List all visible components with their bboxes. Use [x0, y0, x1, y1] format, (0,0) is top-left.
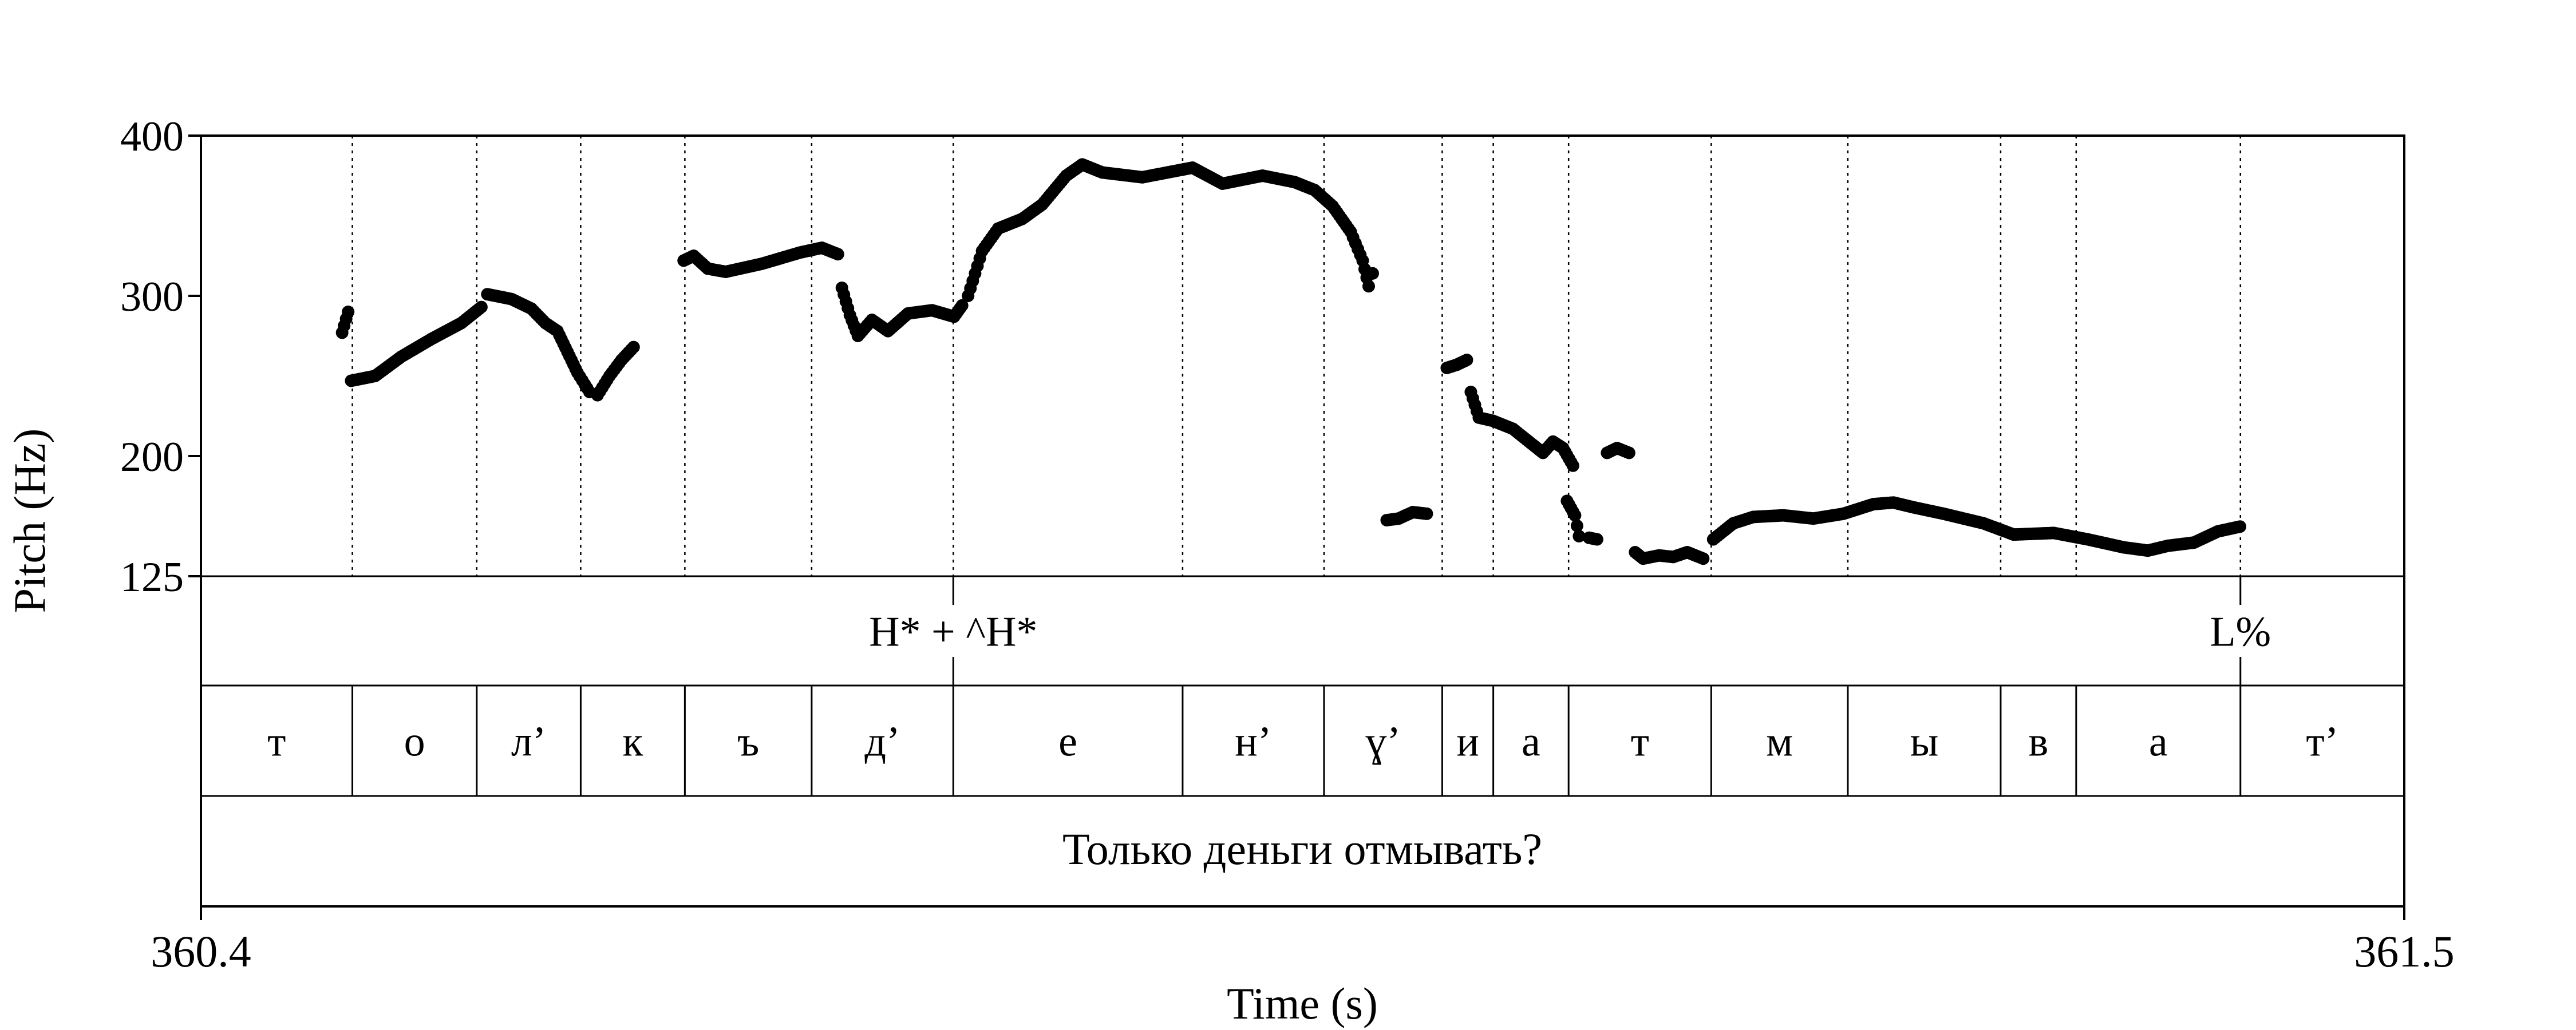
- plot-frame: [200, 134, 2405, 908]
- phone-label: т: [267, 719, 286, 766]
- phone-labels: т о л’ к ъ д’ е н’ ɣ’ и а т м ы в а т’: [267, 719, 2338, 766]
- y-axis-label: Pitch (Hz): [5, 429, 54, 613]
- boundary-lines: [351, 136, 2242, 796]
- y-tick-label: 300: [120, 274, 184, 320]
- pitch-point: [1622, 446, 1635, 459]
- y-tick-label: 400: [120, 113, 184, 160]
- y-tick-label: 125: [120, 554, 184, 601]
- x-tick-label: 360.4: [151, 926, 251, 976]
- sentence-label: Только деньги отмывать?: [1062, 824, 1542, 874]
- pitch-point: [1460, 354, 1473, 366]
- pitch-point: [2234, 520, 2247, 533]
- x-tick-label: 361.5: [2354, 926, 2455, 976]
- tone-label: H* + ^H*: [869, 609, 1037, 656]
- y-axis: 125 200 300 400: [120, 113, 201, 601]
- phone-label: ɣ’: [1365, 719, 1401, 766]
- phone-label: е: [1058, 719, 1077, 766]
- pitch-point: [1570, 519, 1583, 532]
- y-tick-label: 200: [120, 434, 184, 481]
- pitch-point: [1590, 533, 1603, 546]
- phone-label: ы: [1910, 719, 1939, 766]
- pitch-point: [1566, 459, 1579, 472]
- pitch-point: [1573, 530, 1586, 542]
- phone-label: о: [404, 719, 425, 766]
- phone-label: ъ: [737, 719, 759, 766]
- phone-label: и: [1456, 719, 1479, 766]
- pitch-point: [1568, 509, 1582, 522]
- pitch-point: [831, 248, 844, 261]
- pitch-points: [335, 158, 2247, 565]
- pitch-point: [1420, 507, 1433, 520]
- pitch-point: [342, 306, 355, 318]
- pitch-point: [955, 299, 969, 312]
- tone-labels: H* + ^H* L%: [869, 576, 2271, 686]
- x-axis: 360.4 361.5: [151, 906, 2455, 976]
- x-axis-label: Time (s): [1227, 978, 1378, 1028]
- pitch-point: [1366, 267, 1379, 280]
- phone-label: т’: [2306, 719, 2338, 766]
- phone-label: м: [1766, 719, 1793, 766]
- pitch-point: [1362, 280, 1375, 293]
- phone-label: л’: [511, 719, 547, 766]
- phone-label: т: [1631, 719, 1649, 766]
- phone-label: д’: [864, 719, 900, 766]
- phone-label: а: [2149, 719, 2168, 766]
- phone-label: в: [2028, 719, 2048, 766]
- pitch-point: [475, 300, 488, 314]
- pitch-point: [1697, 552, 1710, 565]
- tone-label: L%: [2210, 609, 2271, 656]
- phone-label: а: [1522, 719, 1540, 766]
- phone-label: к: [622, 719, 643, 766]
- phone-label: н’: [1235, 719, 1271, 766]
- tier-structure: [200, 134, 2405, 908]
- pitch-point: [627, 340, 640, 354]
